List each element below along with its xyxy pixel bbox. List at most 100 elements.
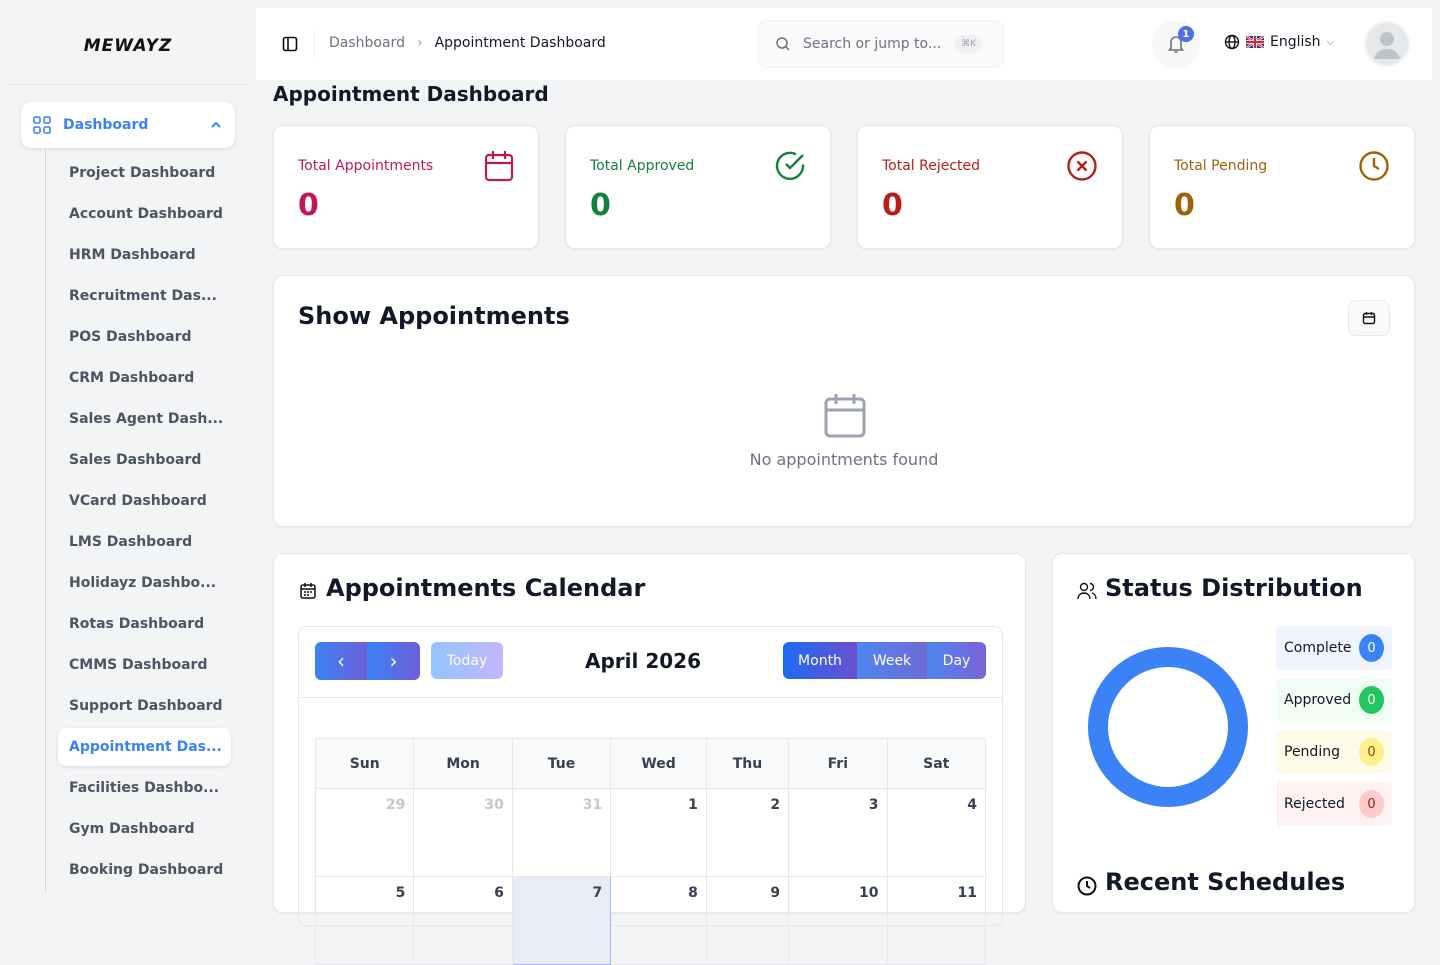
notifications-button[interactable]: 1: [1152, 20, 1200, 68]
appointments-calendar-card: Appointments Calendar ‹ › Today April 20…: [273, 553, 1026, 965]
stat-value: 0: [1174, 188, 1195, 223]
sidebar-item-dashboard[interactable]: Dashboard: [21, 102, 235, 148]
calendar-day[interactable]: 1: [610, 788, 707, 877]
sidebar-item[interactable]: Gym Dashboard: [69, 821, 195, 837]
sidebar-item-label: Dashboard: [63, 117, 149, 133]
chevron-up-icon: [211, 121, 221, 128]
show-appointments-card: Show Appointments No appointments found: [273, 275, 1415, 527]
view-month-button[interactable]: Month: [783, 642, 857, 679]
view-day-button[interactable]: Day: [927, 642, 986, 679]
sidebar-item[interactable]: Recruitment Das...: [69, 288, 217, 304]
calendar-day[interactable]: 4: [886, 788, 987, 877]
status-count-badge: 0: [1359, 738, 1384, 766]
calendar-icon: [300, 583, 316, 599]
donut-segment: [1088, 647, 1248, 807]
sidebar-item[interactable]: LMS Dashboard: [69, 534, 193, 550]
sidebar-item[interactable]: Holidayz Dashbo...: [69, 575, 217, 591]
stat-value: 0: [882, 188, 903, 223]
stat-card: Total Rejected 0: [857, 125, 1123, 249]
shortcut-badge: ⌘K: [955, 35, 983, 53]
day-header: Wed: [610, 738, 707, 789]
status-count-badge: 0: [1359, 790, 1384, 818]
divider: [8, 84, 248, 85]
sidebar-item[interactable]: POS Dashboard: [69, 329, 192, 345]
calendar-day[interactable]: 8: [610, 876, 707, 965]
stat-value: 0: [590, 188, 611, 223]
grid-icon: [33, 116, 51, 134]
calendar-day[interactable]: 30: [413, 788, 513, 877]
sidebar-toggle-icon[interactable]: [282, 36, 298, 52]
day-header: Sun: [314, 738, 415, 789]
sidebar-item[interactable]: Rotas Dashboard: [69, 616, 205, 632]
day-header: Tue: [511, 738, 612, 789]
stat-label: Total Appointments: [298, 158, 434, 174]
calendar-day[interactable]: 5: [314, 876, 415, 965]
stat-label: Total Rejected: [882, 158, 981, 174]
search-input[interactable]: Search or jump to... ⌘K: [758, 20, 1004, 68]
breadcrumb-current: Appointment Dashboard: [434, 35, 606, 51]
chevron-right-icon: ›: [416, 35, 423, 51]
stat-label: Total Pending: [1174, 158, 1268, 174]
calendar-day[interactable]: 10: [788, 876, 888, 965]
chevron-down-icon: ⌵: [1326, 36, 1335, 48]
status-count-badge: 0: [1359, 634, 1384, 662]
status-legend-item: Pending 0: [1276, 730, 1392, 774]
prev-month-button[interactable]: ‹: [315, 642, 367, 680]
section-title: Recent Schedules: [1105, 868, 1346, 896]
status-legend-item: Approved 0: [1276, 678, 1392, 722]
status-distribution-card: Status Distribution Complete 0 Approved 0 Pe…: [1052, 553, 1415, 913]
status-legend-item: Rejected 0: [1276, 782, 1392, 826]
sidebar-item[interactable]: Account Dashboard: [69, 206, 223, 222]
calendar-day[interactable]: 29: [314, 788, 415, 877]
logo: MEWAYZ: [83, 36, 173, 56]
sidebar-item[interactable]: Sales Agent Dash...: [69, 411, 224, 427]
status-label: Rejected: [1284, 796, 1345, 812]
next-month-button[interactable]: ›: [367, 642, 420, 680]
calendar-month-label: April 2026: [585, 649, 701, 673]
sidebar-item[interactable]: Facilities Dashbo...: [69, 780, 220, 796]
status-label: Approved: [1284, 692, 1352, 708]
clock-icon: [1358, 150, 1390, 186]
sidebar-item[interactable]: Support Dashboard: [69, 698, 223, 714]
today-button[interactable]: Today: [431, 642, 503, 679]
breadcrumb: Dashboard › Appointment Dashboard: [329, 35, 606, 51]
calendar-day[interactable]: 11: [886, 876, 987, 965]
sidebar-item[interactable]: Project Dashboard: [69, 165, 216, 181]
section-title: Appointments Calendar: [326, 574, 646, 602]
calendar-day[interactable]: 6: [413, 876, 513, 965]
calendar-icon: [484, 150, 514, 186]
status-legend-item: Complete 0: [1276, 626, 1392, 670]
sidebar-item[interactable]: Booking Dashboard: [69, 862, 224, 878]
calendar-day[interactable]: 7: [511, 876, 612, 965]
calendar-day[interactable]: 9: [705, 876, 790, 965]
sidebar-item[interactable]: HRM Dashboard: [69, 247, 196, 263]
x-circle-icon: [1066, 150, 1098, 186]
stat-label: Total Approved: [590, 158, 695, 174]
breadcrumb-dashboard[interactable]: Dashboard: [329, 35, 405, 51]
calendar-button[interactable]: [1348, 300, 1390, 336]
chevron-left-icon: ‹: [337, 649, 345, 673]
section-title: Show Appointments: [298, 302, 570, 330]
language-selector[interactable]: English ⌵: [1224, 34, 1334, 50]
sidebar-item[interactable]: VCard Dashboard: [69, 493, 207, 509]
calendar-day[interactable]: 2: [705, 788, 790, 877]
check-circle-icon: [774, 150, 806, 186]
avatar[interactable]: [1364, 21, 1410, 67]
view-week-button[interactable]: Week: [857, 642, 927, 679]
stat-card: Total Pending 0: [1149, 125, 1415, 249]
search-icon: [776, 37, 790, 51]
stat-card: Total Approved 0: [565, 125, 831, 249]
stat-card: Total Appointments 0: [273, 125, 539, 249]
sidebar-item[interactable]: CRM Dashboard: [69, 370, 195, 386]
status-count-badge: 0: [1359, 686, 1384, 714]
empty-calendar-icon: [824, 394, 866, 438]
sidebar-item[interactable]: CMMS Dashboard: [69, 657, 208, 673]
sidebar-item[interactable]: Sales Dashboard: [69, 452, 202, 468]
language-label: English: [1270, 34, 1321, 50]
sidebar-item[interactable]: Appointment Das...: [58, 728, 231, 766]
calendar-day[interactable]: 3: [788, 788, 888, 877]
calendar-week: 29 30 31 1 2 3 4: [314, 788, 987, 877]
search-placeholder: Search or jump to...: [803, 36, 942, 52]
calendar-day[interactable]: 31: [511, 788, 612, 877]
status-label: Pending: [1284, 744, 1340, 760]
